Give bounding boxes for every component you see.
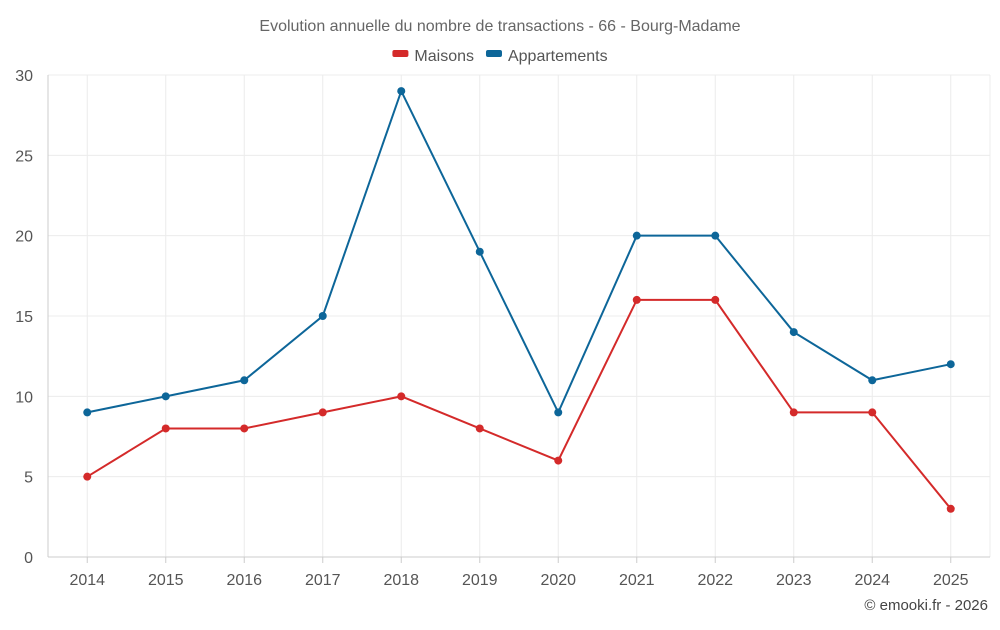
y-tick-label: 30 [15, 68, 33, 85]
data-point [318, 312, 327, 320]
data-point [711, 295, 720, 304]
x-tick-label: 2023 [776, 572, 812, 589]
x-tick-label: 2017 [305, 572, 341, 589]
data-point [397, 392, 406, 401]
legend-label: Maisons [414, 48, 474, 65]
x-tick-label: 2018 [383, 572, 419, 589]
x-tick-label: 2016 [226, 572, 262, 589]
data-point [318, 408, 327, 417]
y-tick-label: 20 [15, 229, 33, 246]
data-point [554, 408, 563, 417]
data-point [240, 424, 249, 433]
y-tick-label: 10 [15, 389, 33, 406]
legend-item-appartements: Appartements [485, 48, 608, 65]
x-tick-label: 2022 [697, 572, 733, 589]
x-tick-label: 2020 [540, 572, 576, 589]
data-point [632, 231, 641, 240]
grid [48, 74, 991, 557]
legend-label: Appartements [508, 48, 608, 65]
data-point [632, 295, 641, 304]
x-tick-label: 2025 [933, 572, 969, 589]
series-appartements [83, 87, 955, 417]
data-point [397, 87, 406, 96]
data-point [475, 424, 484, 433]
y-tick-label: 25 [15, 148, 33, 165]
legend-item-maisons: Maisons [392, 48, 474, 65]
legend-swatch [485, 50, 502, 57]
y-tick-label: 5 [24, 470, 33, 487]
data-point [83, 472, 92, 481]
x-tick-label: 2021 [619, 572, 655, 589]
data-point [161, 424, 170, 433]
data-point [711, 231, 720, 240]
credit-text: © emooki.fr - 2026 [864, 597, 988, 614]
legend-swatch [392, 50, 409, 57]
data-point [789, 408, 798, 417]
x-tick-label: 2014 [69, 572, 105, 589]
data-point [946, 360, 955, 369]
series-layer [83, 87, 955, 513]
data-point [868, 408, 877, 417]
y-tick-label: 15 [15, 309, 33, 326]
series-maisons [83, 295, 955, 513]
data-point [554, 456, 563, 465]
data-point [475, 247, 484, 256]
series-line-appartements [87, 88, 951, 415]
x-tick-label: 2015 [148, 572, 184, 589]
y-tick-label: 0 [24, 550, 33, 567]
x-tick-label: 2019 [462, 572, 498, 589]
legend: Maisons Appartements [392, 48, 608, 65]
data-point [161, 392, 170, 401]
x-tick-label: 2024 [854, 572, 890, 589]
data-point [789, 328, 798, 337]
data-point [946, 504, 955, 513]
series-line-maisons [86, 298, 952, 510]
data-point [868, 376, 877, 385]
data-point [83, 408, 92, 417]
chart-title: Evolution annuelle du nombre de transact… [259, 18, 740, 35]
data-point [240, 376, 249, 385]
